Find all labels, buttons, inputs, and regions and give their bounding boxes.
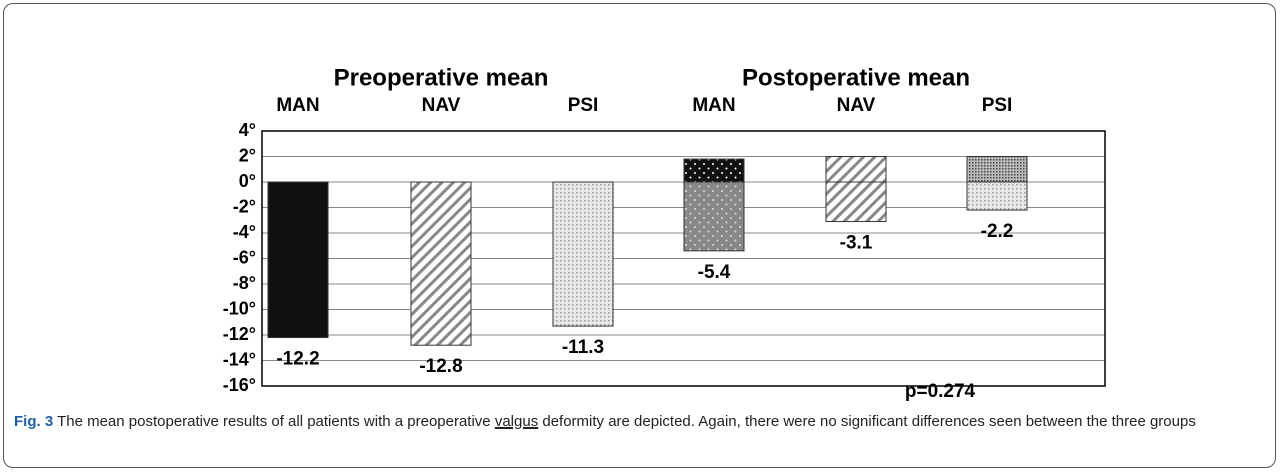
y-tick-label: 2°	[239, 145, 256, 165]
category-label: NAV	[837, 95, 876, 116]
bar-upper	[683, 158, 745, 183]
value-label: -5.4	[698, 262, 731, 283]
bar	[683, 181, 745, 252]
figure-frame	[3, 3, 1276, 468]
category-label: MAN	[276, 95, 319, 116]
y-tick-label: -8°	[233, 273, 256, 293]
value-label: -12.2	[276, 349, 319, 370]
value-label: -2.2	[981, 221, 1014, 242]
y-tick-label: -14°	[223, 349, 256, 369]
value-label: -3.1	[840, 233, 873, 254]
value-label: -11.3	[562, 337, 604, 358]
caption-text: deformity are depicted. Again, there wer…	[542, 413, 1196, 430]
category-label: PSI	[568, 95, 599, 116]
caption-label: Fig. 3	[14, 413, 54, 430]
plot-frame	[261, 130, 1106, 387]
y-tick-label: -2°	[233, 196, 256, 216]
bar	[267, 181, 329, 339]
y-tick-label: -16°	[223, 375, 256, 395]
caption-text: The mean postoperative results of all pa…	[57, 413, 491, 430]
chart: 4° 2° 0° -2° -4° -6° -8° -10° -12° -14° -16° Preope…	[223, 64, 1106, 402]
y-tick-label: 4°	[239, 120, 256, 140]
bar-upper	[966, 156, 1028, 183]
value-label: -12.8	[419, 356, 462, 377]
y-tick-label: -12°	[223, 324, 256, 344]
category-label: MAN	[692, 95, 735, 116]
group-title: Preoperative mean	[334, 64, 549, 91]
y-tick-label: -6°	[233, 247, 256, 267]
category-label: NAV	[422, 95, 461, 116]
y-tick-label: -10°	[223, 298, 256, 318]
bar	[552, 181, 614, 327]
category-label: PSI	[982, 95, 1013, 116]
caption-link: valgus	[494, 413, 539, 430]
bar	[410, 181, 472, 346]
caption: Fig. 3 The mean postoperative results of…	[14, 408, 1254, 435]
bar-upper	[825, 156, 887, 183]
y-tick-label: -4°	[233, 222, 256, 242]
y-tick-label: 0°	[239, 171, 256, 191]
group-title: Postoperative mean	[742, 64, 970, 91]
bar	[825, 181, 887, 223]
bar	[966, 181, 1028, 211]
annotation: p=0.274	[905, 381, 976, 402]
